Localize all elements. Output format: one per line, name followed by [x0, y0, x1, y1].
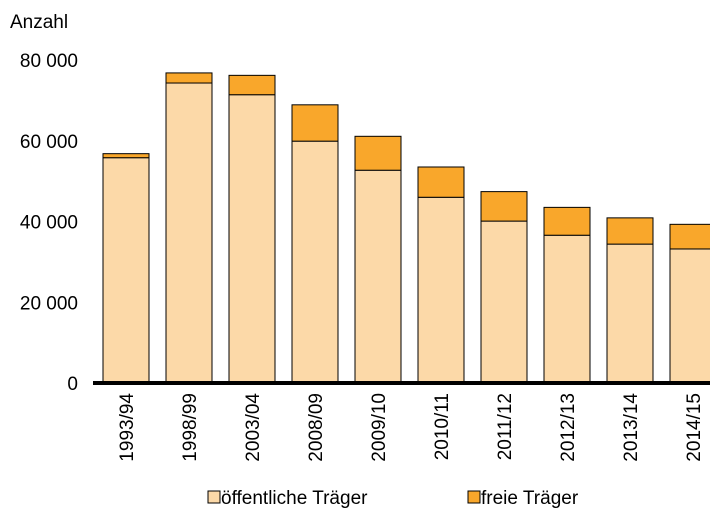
- legend: öffentliche Träger freie Träger: [207, 488, 579, 509]
- bar-segment-freie-traeger: [669, 223, 710, 250]
- bar-segment-oeffentliche-traeger: [354, 169, 402, 384]
- x-tick-label: 2014/15: [684, 393, 705, 462]
- bar-segment-oeffentliche-traeger: [606, 243, 654, 384]
- y-axis-title: Anzahl: [10, 12, 68, 33]
- x-tick-label: 2012/13: [558, 393, 579, 462]
- bar-segment-oeffentliche-traeger: [480, 220, 528, 384]
- legend-label: freie Träger: [481, 488, 579, 509]
- bar-segment-freie-traeger: [606, 217, 654, 245]
- y-tick-label: 0: [67, 374, 78, 395]
- x-tick-label: 1998/99: [180, 393, 201, 462]
- legend-swatch: [467, 490, 481, 504]
- y-tick-label: 20 000: [20, 293, 78, 314]
- bar-segment-freie-traeger: [543, 206, 591, 236]
- bar-segment-oeffentliche-traeger: [291, 140, 339, 384]
- bar-segment-freie-traeger: [480, 191, 528, 222]
- legend-label: öffentliche Träger: [221, 488, 368, 509]
- bar-segment-oeffentliche-traeger: [669, 248, 710, 384]
- bar-segment-freie-traeger: [417, 166, 465, 198]
- bar-segment-freie-traeger: [102, 153, 150, 159]
- legend-swatch: [207, 490, 221, 504]
- y-tick-label: 80 000: [20, 51, 78, 72]
- bar-segment-freie-traeger: [291, 104, 339, 142]
- x-tick-label: 2008/09: [306, 393, 327, 462]
- y-axis-ticks: 0 20 000 40 000 60 000 80 000: [20, 51, 78, 395]
- x-tick-label: 1993/94: [117, 393, 138, 462]
- bar-segment-oeffentliche-traeger: [228, 94, 276, 384]
- bar-segment-freie-traeger: [228, 74, 276, 96]
- bar-segment-oeffentliche-traeger: [165, 82, 213, 384]
- bar-segment-freie-traeger: [354, 135, 402, 171]
- x-tick-label: 2009/10: [369, 393, 390, 462]
- x-tick-label: 2003/04: [243, 393, 264, 462]
- bar-segment-oeffentliche-traeger: [417, 196, 465, 384]
- bar-segment-oeffentliche-traeger: [102, 157, 150, 384]
- x-tick-label: 2010/11: [432, 393, 453, 460]
- bar-segment-oeffentliche-traeger: [543, 234, 591, 384]
- bar-segment-freie-traeger: [165, 72, 213, 84]
- y-tick-label: 40 000: [20, 213, 78, 234]
- bars: [102, 72, 710, 384]
- y-tick-label: 60 000: [20, 132, 78, 153]
- x-tick-label: 2013/14: [621, 393, 642, 462]
- x-axis-ticks: 1993/94 1998/99 2003/04 2008/09 2009/10 2010/…: [117, 393, 705, 462]
- x-tick-label: 2011/12: [495, 393, 516, 460]
